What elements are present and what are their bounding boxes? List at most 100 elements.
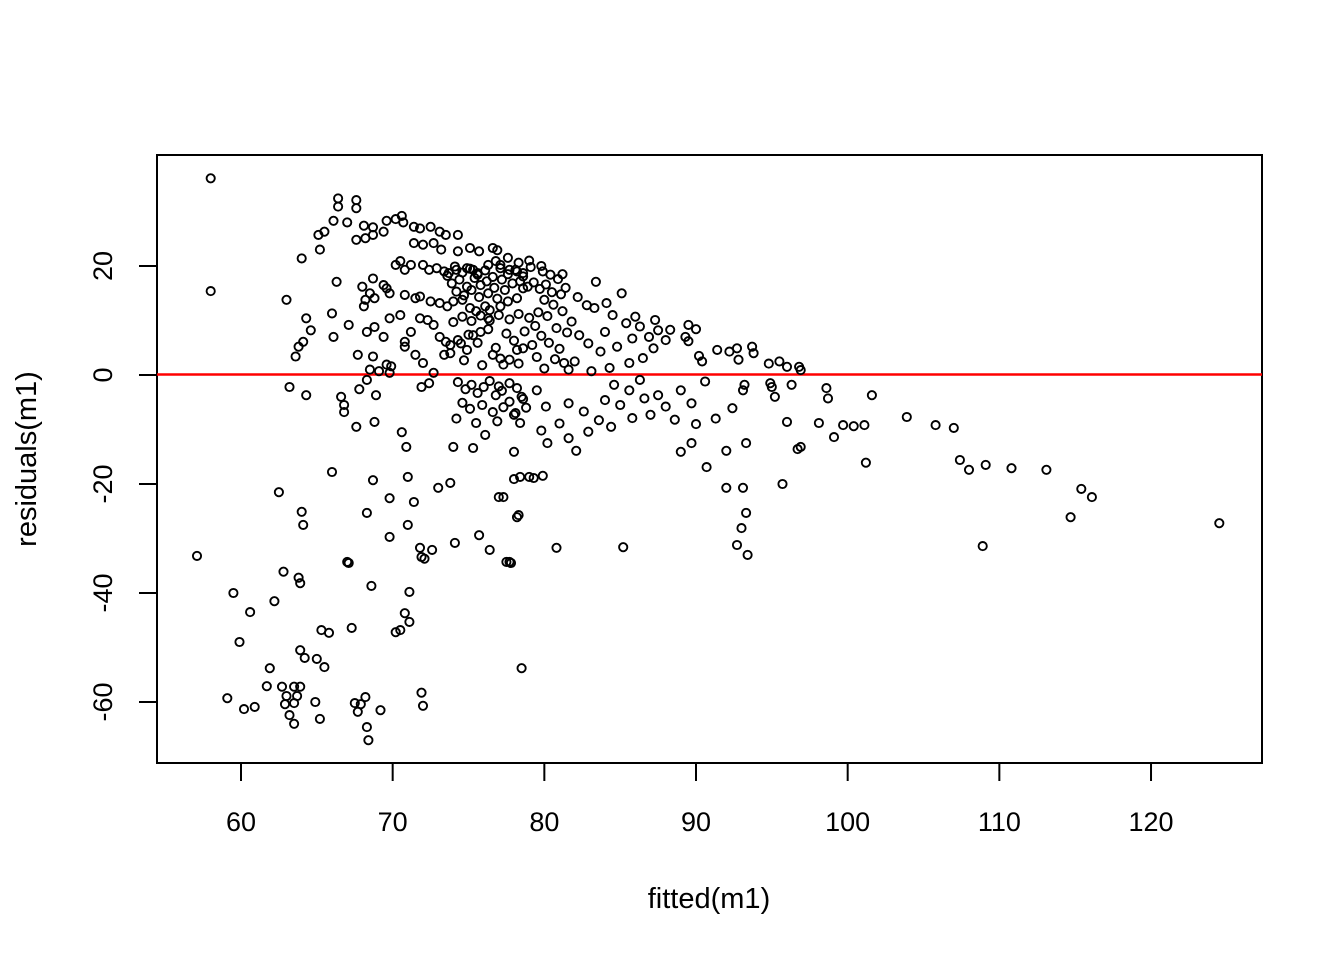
x-tick-label: 110: [978, 807, 1021, 837]
data-point: [395, 256, 406, 267]
data-point: [477, 360, 488, 371]
data-point: [439, 349, 450, 360]
data-point: [446, 278, 457, 289]
data-point: [593, 415, 604, 426]
data-point: [464, 242, 476, 254]
data-point: [977, 541, 988, 552]
data-point: [504, 354, 515, 365]
data-point: [381, 283, 392, 294]
data-point: [484, 375, 495, 387]
data-point: [848, 421, 859, 432]
data-point: [554, 343, 565, 354]
data-point: [559, 357, 570, 369]
data-point: [697, 356, 708, 367]
data-point: [524, 312, 535, 323]
data-point: [451, 286, 462, 297]
data-point: [866, 390, 877, 401]
data-point: [310, 696, 321, 708]
data-point: [367, 475, 379, 486]
y-tick-label: 20: [88, 251, 118, 281]
data-point: [493, 492, 504, 503]
data-point: [269, 596, 280, 607]
data-point: [466, 379, 477, 390]
data-point: [464, 263, 476, 274]
data-point: [360, 294, 371, 305]
data-point: [487, 407, 498, 418]
data-point: [502, 296, 513, 307]
data-point: [545, 269, 556, 280]
data-point: [589, 302, 600, 314]
data-point: [489, 282, 500, 293]
data-point: [528, 277, 539, 288]
data-point: [457, 294, 468, 305]
data-point: [599, 395, 611, 406]
data-point: [410, 293, 421, 304]
data-point: [781, 361, 793, 372]
data-point: [528, 472, 539, 484]
data-point: [326, 466, 338, 478]
data-point: [367, 229, 379, 240]
data-point: [737, 482, 749, 493]
data-point: [822, 393, 834, 404]
data-point: [351, 421, 362, 432]
data-point: [261, 681, 272, 692]
data-point: [238, 704, 250, 715]
y-axis-title: residuals(m1): [11, 371, 43, 547]
data-point: [653, 325, 664, 336]
data-point: [311, 653, 322, 664]
data-point: [349, 698, 360, 709]
data-point: [405, 259, 416, 270]
data-point: [396, 427, 407, 438]
data-point: [483, 288, 494, 299]
data-point: [530, 320, 541, 331]
data-point: [333, 193, 344, 204]
data-point: [586, 366, 597, 377]
data-point: [293, 572, 304, 583]
data-point: [551, 323, 562, 334]
data-point: [472, 269, 483, 280]
x-axis-ticks: 60 70 80 90 100 110 120: [226, 763, 1174, 837]
data-point: [314, 244, 325, 255]
data-point: [452, 377, 463, 388]
data-point: [390, 627, 401, 638]
data-point: [366, 580, 377, 591]
data-point: [339, 407, 350, 418]
data-point: [490, 342, 501, 353]
data-point: [278, 566, 289, 577]
data-point: [333, 201, 344, 212]
data-point: [630, 311, 641, 322]
data-point: [452, 246, 463, 257]
data-point: [399, 336, 410, 347]
data-point: [930, 420, 941, 431]
data-point: [660, 335, 671, 346]
data-point: [513, 358, 524, 369]
data-point: [384, 367, 395, 378]
data-point: [739, 379, 750, 390]
data-point: [289, 698, 300, 709]
data-point: [621, 318, 632, 329]
data-point: [298, 336, 309, 347]
data-point: [519, 326, 530, 337]
data-point: [339, 399, 350, 411]
y-tick-label: -40: [88, 573, 118, 612]
data-point: [737, 385, 749, 396]
data-point: [351, 195, 362, 206]
data-point: [474, 246, 485, 257]
data-point: [480, 265, 491, 276]
data-point: [449, 261, 460, 272]
data-point: [419, 553, 430, 564]
data-point: [442, 270, 453, 281]
data-point: [675, 446, 686, 457]
data-point: [424, 378, 435, 389]
data-point: [963, 464, 975, 475]
data-point: [504, 314, 515, 325]
data-point: [1006, 463, 1017, 474]
data-point: [607, 310, 618, 321]
data-point: [295, 645, 306, 656]
data-point: [536, 425, 547, 436]
data-point: [414, 223, 426, 234]
data-point: [284, 710, 295, 721]
data-point: [571, 445, 582, 456]
data-point: [531, 351, 542, 363]
